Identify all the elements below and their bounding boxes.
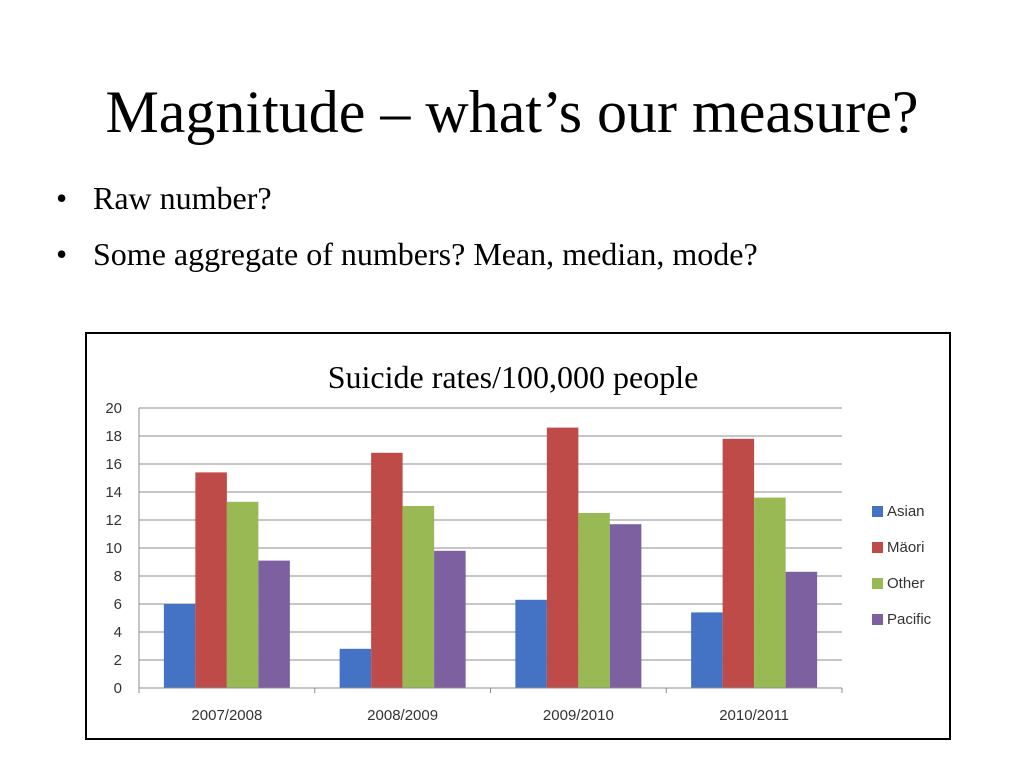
y-tick-label: 12 bbox=[105, 512, 122, 529]
slide-title: Magnitude – what’s our measure? bbox=[105, 79, 919, 145]
x-tick-label: 2007/2008 bbox=[191, 707, 262, 724]
bar-other bbox=[754, 497, 786, 688]
chart-frame: Suicide rates/100,000 people 0 2 4 6 8 10 12 14… bbox=[85, 332, 951, 740]
bar-mori bbox=[546, 427, 579, 688]
legend-swatch bbox=[872, 542, 883, 553]
legend-label: Other bbox=[887, 575, 925, 592]
y-tick-label: 10 bbox=[105, 540, 122, 557]
bars bbox=[163, 427, 818, 688]
x-tick-label: 2008/2009 bbox=[367, 707, 438, 724]
y-tick-label: 4 bbox=[114, 624, 122, 641]
bar-mori bbox=[371, 452, 403, 688]
legend-swatch bbox=[872, 614, 883, 625]
legend-swatch bbox=[872, 578, 883, 589]
bullet-dot: • bbox=[56, 180, 68, 216]
bar-asian bbox=[163, 604, 196, 688]
bar-asian bbox=[339, 648, 372, 688]
bullet-text: Raw number? bbox=[93, 180, 272, 216]
bullet-text: Some aggregate of numbers? Mean, median,… bbox=[93, 236, 758, 272]
y-tick-label: 18 bbox=[105, 428, 122, 445]
chart-title: Suicide rates/100,000 people bbox=[328, 359, 699, 395]
axes: 0 2 4 6 8 10 12 14 16 18 20 2007/2008 2008/2009 2009/… bbox=[105, 400, 843, 724]
bar-other bbox=[578, 513, 610, 688]
y-tick-label: 16 bbox=[105, 456, 122, 473]
legend: Asian Mäori Other Pacific bbox=[872, 503, 932, 628]
bar-other bbox=[226, 501, 259, 688]
y-tick-label: 20 bbox=[105, 400, 122, 417]
bar-pacific bbox=[785, 571, 818, 688]
bar-mori bbox=[722, 438, 755, 688]
bullet-item: • Raw number? bbox=[52, 178, 758, 218]
bar-asian bbox=[515, 599, 547, 688]
y-tick-label: 0 bbox=[114, 680, 122, 697]
x-tick-label: 2009/2010 bbox=[543, 707, 614, 724]
bullet-item: • Some aggregate of numbers? Mean, media… bbox=[52, 234, 758, 274]
bar-chart: Suicide rates/100,000 people 0 2 4 6 8 10 12 14… bbox=[105, 359, 932, 724]
bar-pacific bbox=[609, 524, 642, 688]
y-tick-label: 14 bbox=[105, 484, 122, 501]
bullet-list: • Raw number? • Some aggregate of number… bbox=[52, 178, 758, 290]
bar-asian bbox=[691, 612, 723, 688]
legend-label: Mäori bbox=[887, 539, 925, 556]
x-tick-label: 2010/2011 bbox=[719, 707, 789, 724]
y-tick-label: 8 bbox=[114, 568, 122, 585]
legend-label: Asian bbox=[887, 503, 925, 520]
y-tick-label: 2 bbox=[114, 652, 122, 669]
bullet-dot: • bbox=[56, 236, 68, 272]
bar-pacific bbox=[434, 550, 466, 688]
legend-label: Pacific bbox=[887, 611, 932, 628]
legend-swatch bbox=[872, 506, 883, 517]
bar-other bbox=[402, 506, 435, 688]
bar-pacific bbox=[258, 560, 290, 688]
bar-mori bbox=[195, 472, 227, 688]
y-tick-label: 6 bbox=[114, 596, 122, 613]
